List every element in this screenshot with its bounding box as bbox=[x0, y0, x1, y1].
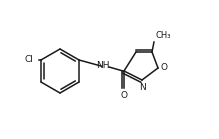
Text: N: N bbox=[140, 83, 146, 91]
Text: Cl: Cl bbox=[25, 55, 33, 64]
Text: O: O bbox=[120, 90, 127, 100]
Text: NH: NH bbox=[96, 60, 110, 70]
Text: CH₃: CH₃ bbox=[156, 30, 171, 39]
Text: O: O bbox=[161, 63, 168, 71]
